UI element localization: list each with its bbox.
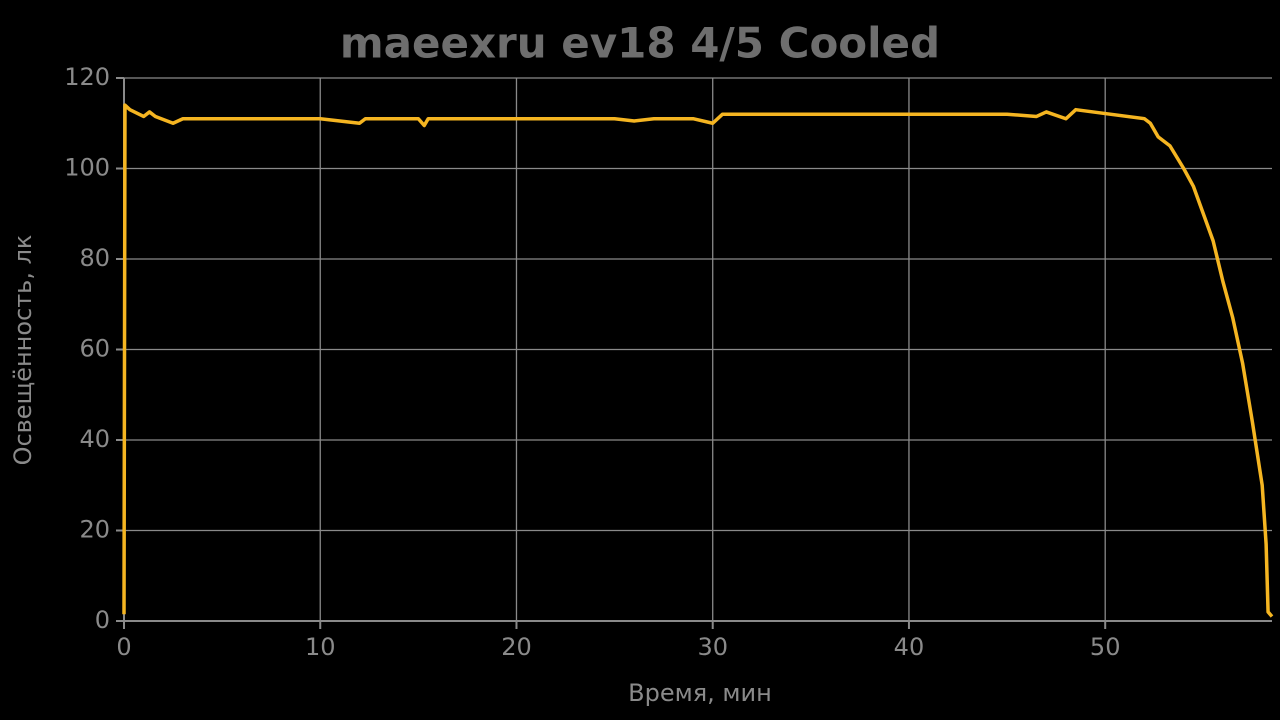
chart-title: maeexru ev18 4/5 Cooled: [340, 19, 940, 68]
x-tick-label: 0: [116, 633, 131, 661]
y-axis-label: Освещённость, лк: [9, 235, 37, 466]
y-tick-label: 20: [79, 516, 110, 544]
x-tick-label: 20: [501, 633, 532, 661]
y-tick-label: 60: [79, 335, 110, 363]
data-line: [122, 103, 1274, 618]
y-tick-label: 40: [79, 425, 110, 453]
x-axis-label: Время, мин: [628, 679, 772, 707]
x-tick-label: 40: [894, 633, 925, 661]
x-tick-label: 10: [305, 633, 336, 661]
y-tick-label: 100: [64, 154, 110, 182]
y-tick-label: 80: [79, 244, 110, 272]
x-tick-label: 30: [697, 633, 728, 661]
y-tick-label: 120: [64, 63, 110, 91]
y-tick-label: 0: [95, 606, 110, 634]
x-tick-label: 50: [1090, 633, 1121, 661]
